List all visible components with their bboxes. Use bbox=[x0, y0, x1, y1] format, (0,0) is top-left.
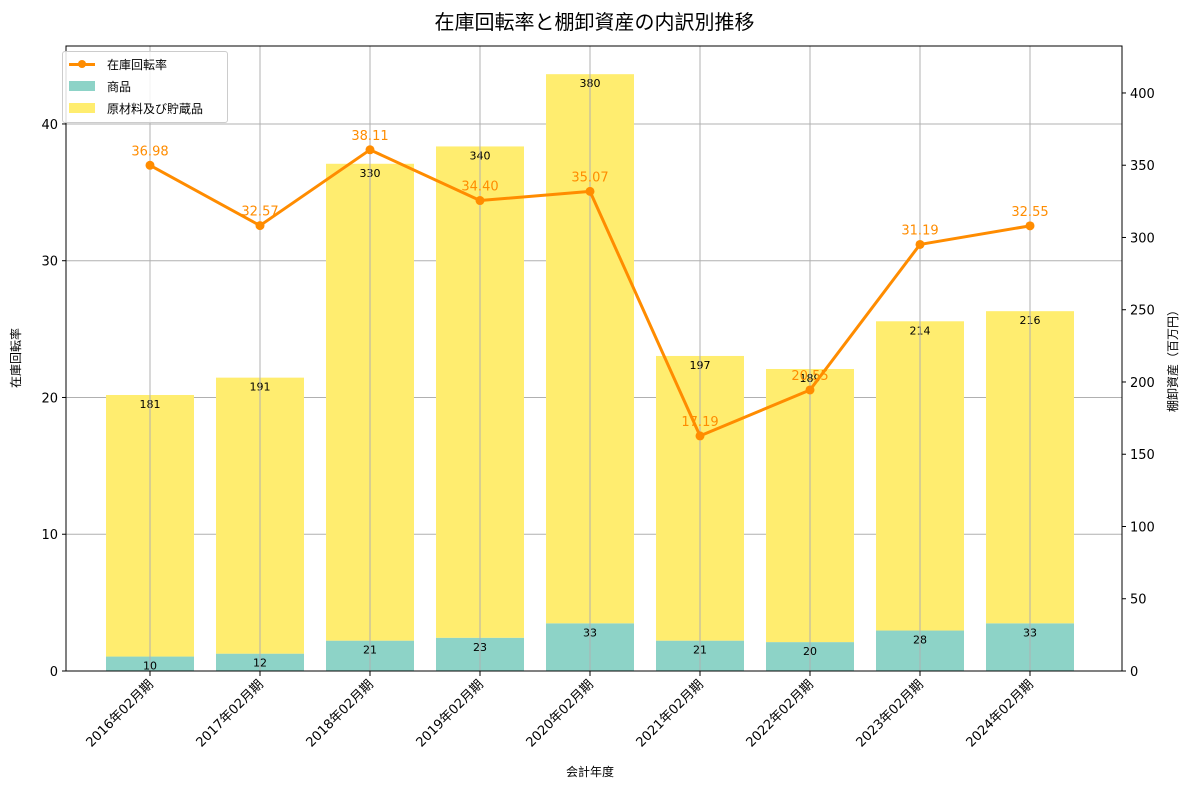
y-left-tick-label: 20 bbox=[41, 391, 58, 406]
y-axis-right-label: 棚卸資産（百万円） bbox=[1165, 304, 1180, 412]
y-right-tick-label: 250 bbox=[1130, 304, 1155, 319]
x-tick-label: 2017年02月期 bbox=[194, 677, 267, 750]
line-value-label: 35.07 bbox=[571, 170, 608, 185]
y-right-tick-label: 350 bbox=[1130, 159, 1155, 174]
line-value-label: 36.98 bbox=[131, 144, 168, 159]
line-value-label: 34.40 bbox=[461, 180, 498, 195]
line-value-label: 32.57 bbox=[241, 205, 278, 220]
line-marker bbox=[145, 160, 155, 170]
x-tick-label: 2019年02月期 bbox=[414, 677, 487, 750]
y-left-tick-label: 40 bbox=[41, 118, 58, 133]
line-marker bbox=[805, 385, 815, 395]
line-marker bbox=[1025, 221, 1035, 231]
x-tick-label: 2021年02月期 bbox=[634, 677, 707, 750]
legend: 在庫回転率 商品 原材料及び貯蔵品 bbox=[62, 51, 228, 123]
y-right-tick-label: 150 bbox=[1130, 448, 1155, 463]
bar-value-labels: 1018112191213302334033380211972018928214… bbox=[140, 46, 1041, 673]
line-marker bbox=[585, 186, 595, 196]
line-value-label: 32.55 bbox=[1011, 205, 1048, 220]
y-axis-left-label: 在庫回転率 bbox=[8, 328, 23, 388]
y-right-tick-label: 400 bbox=[1130, 87, 1155, 102]
x-tick-label: 2022年02月期 bbox=[744, 677, 817, 750]
y-left-tick-label: 10 bbox=[41, 528, 58, 543]
legend-label: 在庫回転率 bbox=[107, 57, 168, 72]
x-tick-label: 2024年02月期 bbox=[964, 677, 1037, 750]
y-right-tick-label: 100 bbox=[1130, 520, 1155, 535]
line-value-label: 31.19 bbox=[901, 223, 938, 238]
y-right-tick-label: 300 bbox=[1130, 231, 1155, 246]
line-series bbox=[145, 145, 1035, 441]
line-marker bbox=[915, 239, 925, 249]
y-right-tick-label: 50 bbox=[1130, 593, 1147, 608]
line-value-label: 38.11 bbox=[351, 129, 388, 144]
legend-item-turnover: 在庫回転率 bbox=[69, 55, 167, 73]
x-axis-label: 会計年度 bbox=[566, 764, 614, 779]
teal-swatch-icon bbox=[69, 81, 95, 91]
line-marker bbox=[695, 431, 705, 441]
line-marker bbox=[255, 221, 265, 231]
y-right-tick-label: 200 bbox=[1130, 376, 1155, 391]
x-tick-label: 2023年02月期 bbox=[854, 677, 927, 750]
yellow-swatch-icon bbox=[69, 103, 95, 113]
plot-frame bbox=[65, 45, 1123, 672]
x-tick-label: 2020年02月期 bbox=[524, 677, 597, 750]
legend-label: 原材料及び貯蔵品 bbox=[107, 101, 204, 116]
line-marker-icon bbox=[69, 59, 95, 69]
legend-label: 商品 bbox=[107, 79, 132, 94]
line-marker bbox=[365, 145, 375, 155]
legend-item-materials: 原材料及び貯蔵品 bbox=[69, 99, 203, 117]
x-tick-label: 2018年02月期 bbox=[304, 677, 377, 750]
legend-item-merchandise: 商品 bbox=[69, 77, 131, 95]
line-value-label: 17.19 bbox=[681, 415, 718, 430]
line-value-label: 20.55 bbox=[791, 369, 828, 384]
line-marker bbox=[475, 196, 485, 206]
chart-title: 在庫回転率と棚卸資産の内訳別推移 bbox=[434, 10, 755, 34]
y-left-tick-label: 0 bbox=[50, 665, 58, 680]
x-tick-label: 2016年02月期 bbox=[84, 677, 157, 750]
y-left-tick-label: 30 bbox=[41, 255, 58, 270]
line-value-labels: 36.98 32.57 38.11 34.40 35.07 17.19 20.55 31.19… bbox=[131, 129, 1048, 430]
y-right-tick-label: 0 bbox=[1130, 665, 1138, 680]
